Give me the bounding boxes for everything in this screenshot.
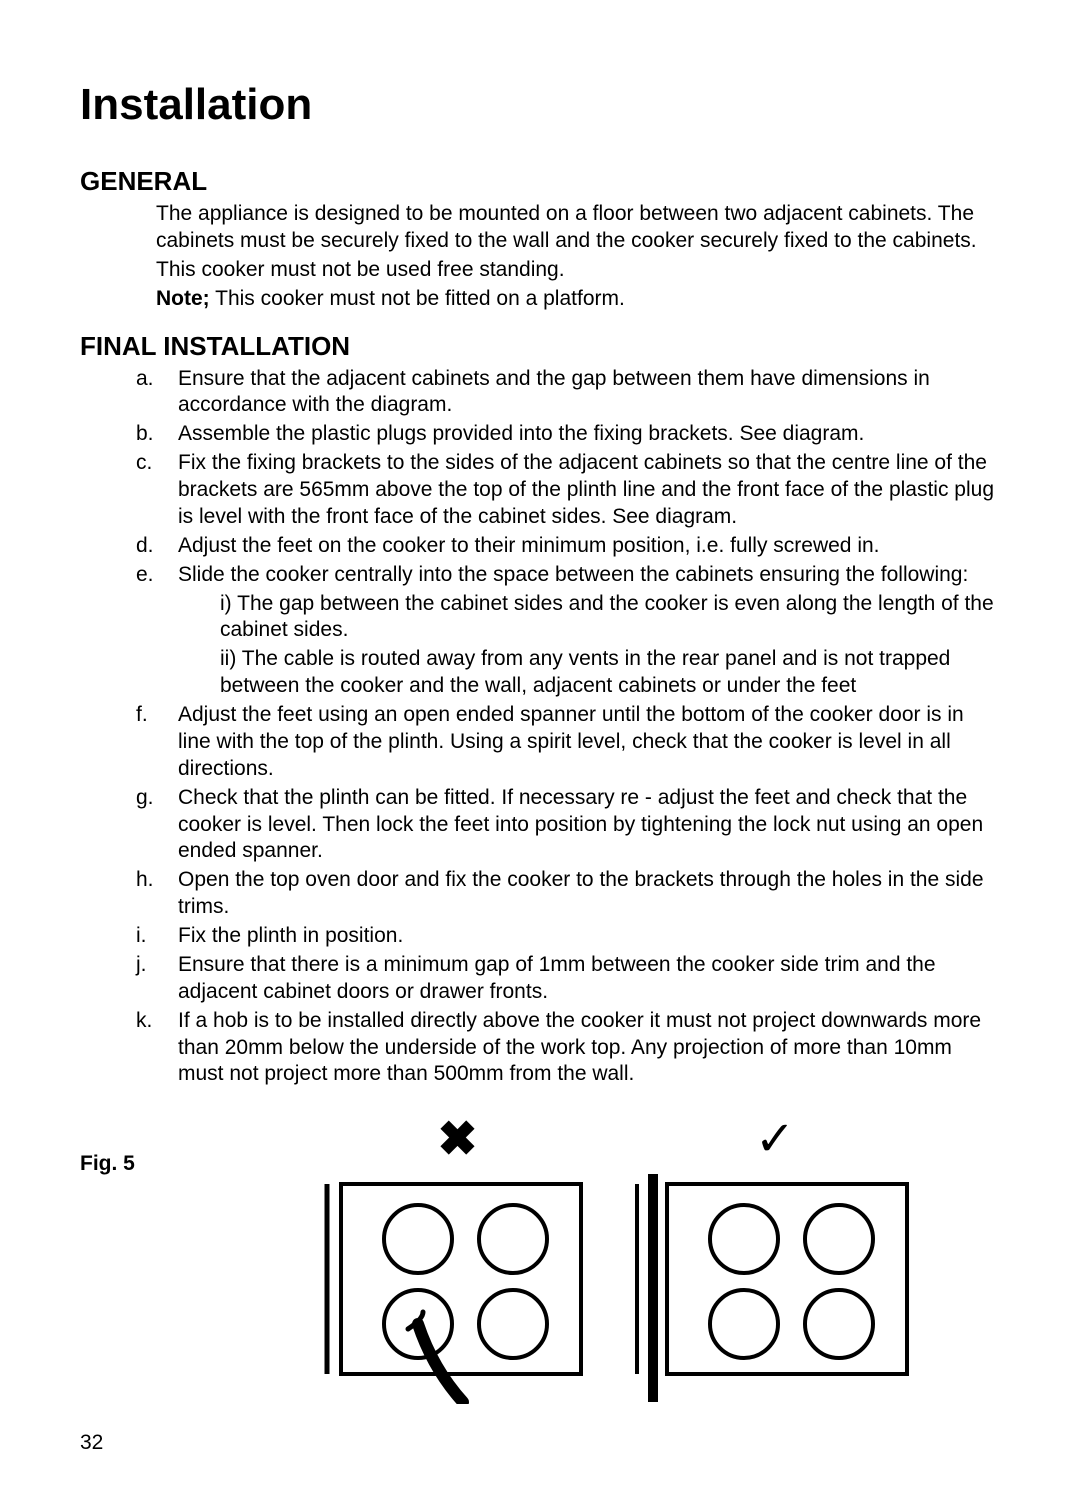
list-marker: c. (136, 450, 168, 477)
general-body: The appliance is designed to be mounted … (156, 201, 1000, 313)
section-heading-general: GENERAL (80, 166, 1000, 197)
section-heading-final: FINAL INSTALLATION (80, 331, 1000, 362)
list-item: e. Slide the cooker centrally into the sp… (136, 562, 1000, 700)
diagram-right: ✓ (633, 1116, 918, 1404)
list-item: b. Assemble the plastic plugs provided in… (136, 421, 1000, 448)
list-marker: j. (136, 952, 168, 979)
list-text: Slide the cooker centrally into the spac… (178, 563, 968, 586)
diagram-wrap: ✖ ✓ (240, 1116, 1000, 1404)
list-text: Adjust the feet on the cooker to their m… (178, 534, 880, 557)
list-marker: h. (136, 867, 168, 894)
list-item: h. Open the top oven door and fix the coo… (136, 867, 1000, 921)
note-label: Note; (156, 287, 210, 310)
page-number: 32 (80, 1431, 103, 1455)
hob-right-svg (633, 1174, 918, 1404)
list-item: k. If a hob is to be installed directly a… (136, 1008, 1000, 1089)
list-marker: k. (136, 1008, 168, 1035)
list-marker: d. (136, 533, 168, 560)
list-item: c. Fix the fixing brackets to the sides o… (136, 450, 1000, 531)
list-text: Open the top oven door and fix the cooke… (178, 868, 984, 918)
list-marker: g. (136, 785, 168, 812)
list-marker: f. (136, 702, 168, 729)
page-title: Installation (80, 80, 1000, 130)
diagram-wrong: ✖ (323, 1116, 593, 1404)
final-install-list: a. Ensure that the adjacent cabinets and … (136, 366, 1000, 1089)
list-item: j. Ensure that there is a minimum gap of … (136, 952, 1000, 1006)
list-marker: e. (136, 562, 168, 589)
list-item: d. Adjust the feet on the cooker to their… (136, 533, 1000, 560)
list-text: Fix the fixing brackets to the sides of … (178, 451, 994, 528)
note-text: This cooker must not be fitted on a plat… (210, 287, 625, 310)
list-text: Check that the plinth can be fitted. If … (178, 786, 983, 863)
list-text: Ensure that there is a minimum gap of 1m… (178, 953, 936, 1003)
list-text: Adjust the feet using an open ended span… (178, 703, 964, 780)
list-item: g. Check that the plinth can be fitted. I… (136, 785, 1000, 866)
general-para-2: This cooker must not be used free standi… (156, 257, 1000, 284)
list-text: If a hob is to be installed directly abo… (178, 1009, 981, 1086)
list-marker: i. (136, 923, 168, 950)
list-text: Fix the plinth in position. (178, 924, 403, 947)
list-item: f. Adjust the feet using an open ended sp… (136, 702, 1000, 783)
list-subitem: i) The gap between the cabinet sides and… (220, 591, 1000, 645)
list-text: Assemble the plastic plugs provided into… (178, 422, 864, 445)
list-marker: a. (136, 366, 168, 393)
list-item: a. Ensure that the adjacent cabinets and … (136, 366, 1000, 420)
figure-row: Fig. 5 ✖ ✓ (80, 1116, 1000, 1404)
figure-label: Fig. 5 (80, 1116, 210, 1176)
list-text: Ensure that the adjacent cabinets and th… (178, 367, 930, 417)
list-marker: b. (136, 421, 168, 448)
general-note: Note; This cooker must not be fitted on … (156, 286, 1000, 313)
list-subitem: ii) The cable is routed away from any ve… (220, 646, 1000, 700)
list-item: i. Fix the plinth in position. (136, 923, 1000, 950)
check-icon: ✓ (755, 1116, 795, 1166)
hob-wrong-svg (323, 1174, 593, 1404)
cross-icon: ✖ (437, 1116, 477, 1166)
general-para-1: The appliance is designed to be mounted … (156, 201, 1000, 255)
